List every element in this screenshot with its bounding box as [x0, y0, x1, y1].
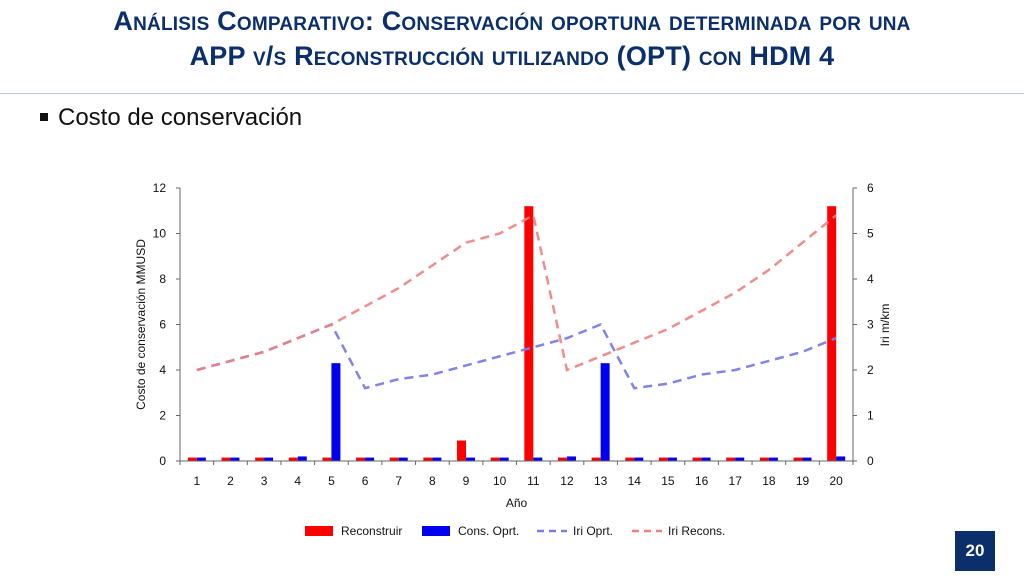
bar-cons-oprt-6 [365, 457, 375, 461]
bar-reconstruir-8 [423, 457, 433, 461]
bar-cons-oprt-17 [735, 457, 745, 461]
legend-label-0: Reconstruir [341, 524, 402, 538]
bullet-square-icon [40, 112, 48, 121]
bar-cons-oprt-13 [600, 363, 610, 461]
bar-reconstruir-1 [187, 457, 197, 461]
bar-reconstruir-11 [524, 206, 534, 461]
slide-title-line2: APP v/s Reconstrucción utilizando (OPT) … [189, 41, 835, 71]
x-tick-label-13: 13 [594, 474, 608, 488]
bar-reconstruir-6 [356, 457, 366, 461]
bar-cons-oprt-2 [230, 457, 240, 461]
bar-cons-oprt-5 [331, 363, 341, 461]
y2-tick-label-0: 0 [867, 454, 874, 468]
x-tick-label-17: 17 [729, 474, 743, 488]
bar-reconstruir-10 [490, 457, 500, 461]
bar-reconstruir-9 [457, 440, 467, 461]
x-tick-label-11: 11 [527, 474, 540, 488]
bar-reconstruir-13 [591, 457, 601, 461]
x-tick-label-3: 3 [261, 474, 268, 488]
bar-reconstruir-17 [726, 457, 736, 461]
bar-cons-oprt-8 [432, 457, 442, 461]
x-tick-label-12: 12 [560, 474, 574, 488]
legend-label-2: Iri Oprt. [573, 524, 613, 538]
x-tick-label-8: 8 [429, 474, 436, 488]
bar-cons-oprt-10 [499, 457, 509, 461]
y-tick-label-10: 10 [153, 227, 167, 241]
bar-cons-oprt-12 [566, 456, 576, 461]
line-iri-recons [196, 213, 837, 372]
title-divider [0, 93, 1024, 94]
bar-cons-oprt-20 [836, 456, 846, 461]
y2-tick-label-5: 5 [867, 227, 874, 241]
bar-reconstruir-15 [658, 457, 668, 461]
bars-layer [187, 206, 846, 461]
x-tick-label-14: 14 [628, 474, 642, 488]
line-iri-oprt [196, 322, 837, 390]
bar-cons-oprt-3 [264, 457, 274, 461]
lines-layer [196, 213, 837, 390]
slide-title: Análisis Comparativo: Conservación oport… [0, 4, 1024, 74]
bar-reconstruir-18 [759, 457, 769, 461]
bar-cons-oprt-18 [768, 457, 778, 461]
bar-reconstruir-2 [221, 457, 231, 461]
x-axis-title: Año [506, 496, 528, 510]
bar-cons-oprt-1 [196, 457, 206, 461]
y-tick-label-0: 0 [159, 454, 166, 468]
y-tick-label-2: 2 [159, 409, 166, 423]
bar-reconstruir-4 [288, 457, 298, 461]
y-tick-label-4: 4 [159, 363, 166, 377]
bar-cons-oprt-7 [398, 457, 408, 461]
x-tick-label-7: 7 [395, 474, 402, 488]
y-tick-label-6: 6 [159, 318, 166, 332]
x-tick-label-16: 16 [695, 474, 709, 488]
x-tick-label-4: 4 [294, 474, 301, 488]
legend-label-1: Cons. Oprt. [458, 524, 519, 538]
y-tick-label-8: 8 [159, 272, 166, 286]
bar-reconstruir-19 [793, 457, 803, 461]
legend-swatch-1 [422, 526, 450, 536]
bar-reconstruir-7 [389, 457, 399, 461]
bar-cons-oprt-19 [802, 457, 812, 461]
page-number: 20 [965, 541, 985, 560]
bullet-text: Costo de conservación [58, 104, 303, 131]
bar-cons-oprt-14 [634, 457, 644, 461]
slide-title-line1: Análisis Comparativo: Conservación oport… [113, 6, 911, 36]
x-tick-label-10: 10 [493, 474, 507, 488]
y-tick-label-12: 12 [153, 181, 167, 195]
bar-reconstruir-5 [322, 457, 332, 461]
bar-cons-oprt-15 [667, 457, 677, 461]
bar-cons-oprt-11 [533, 457, 543, 461]
y-axis-title: Costo de conservación MMUSD [134, 239, 148, 410]
x-tick-label-9: 9 [463, 474, 470, 488]
y2-tick-label-4: 4 [867, 272, 874, 286]
y2-tick-label-2: 2 [867, 363, 874, 377]
x-tick-label-19: 19 [796, 474, 810, 488]
x-tick-label-15: 15 [661, 474, 675, 488]
bullet-item: Costo de conservación [40, 104, 302, 132]
x-tick-label-18: 18 [762, 474, 776, 488]
bar-reconstruir-3 [255, 457, 265, 461]
legend-swatch-0 [305, 526, 333, 536]
x-tick-label-5: 5 [328, 474, 335, 488]
x-tick-label-20: 20 [829, 474, 843, 488]
bar-cons-oprt-9 [466, 457, 476, 461]
y2-axis-title: Iri m/km [878, 304, 892, 347]
y2-tick-label-1: 1 [867, 409, 874, 423]
x-tick-label-2: 2 [227, 474, 234, 488]
y2-tick-label-3: 3 [867, 318, 874, 332]
bar-reconstruir-16 [692, 457, 702, 461]
bar-cons-oprt-4 [297, 456, 307, 461]
bar-reconstruir-14 [625, 457, 635, 461]
bar-reconstruir-20 [827, 206, 837, 461]
x-tick-label-1: 1 [193, 474, 200, 488]
bar-reconstruir-12 [557, 457, 567, 461]
bar-cons-oprt-16 [701, 457, 711, 461]
y2-tick-label-6: 6 [867, 181, 874, 195]
legend: Reconstruir Cons. Oprt. Iri Oprt. Iri Recon… [305, 524, 725, 538]
legend-label-3: Iri Recons. [668, 524, 725, 538]
page-number-badge: 20 [955, 531, 995, 571]
x-tick-label-6: 6 [362, 474, 369, 488]
